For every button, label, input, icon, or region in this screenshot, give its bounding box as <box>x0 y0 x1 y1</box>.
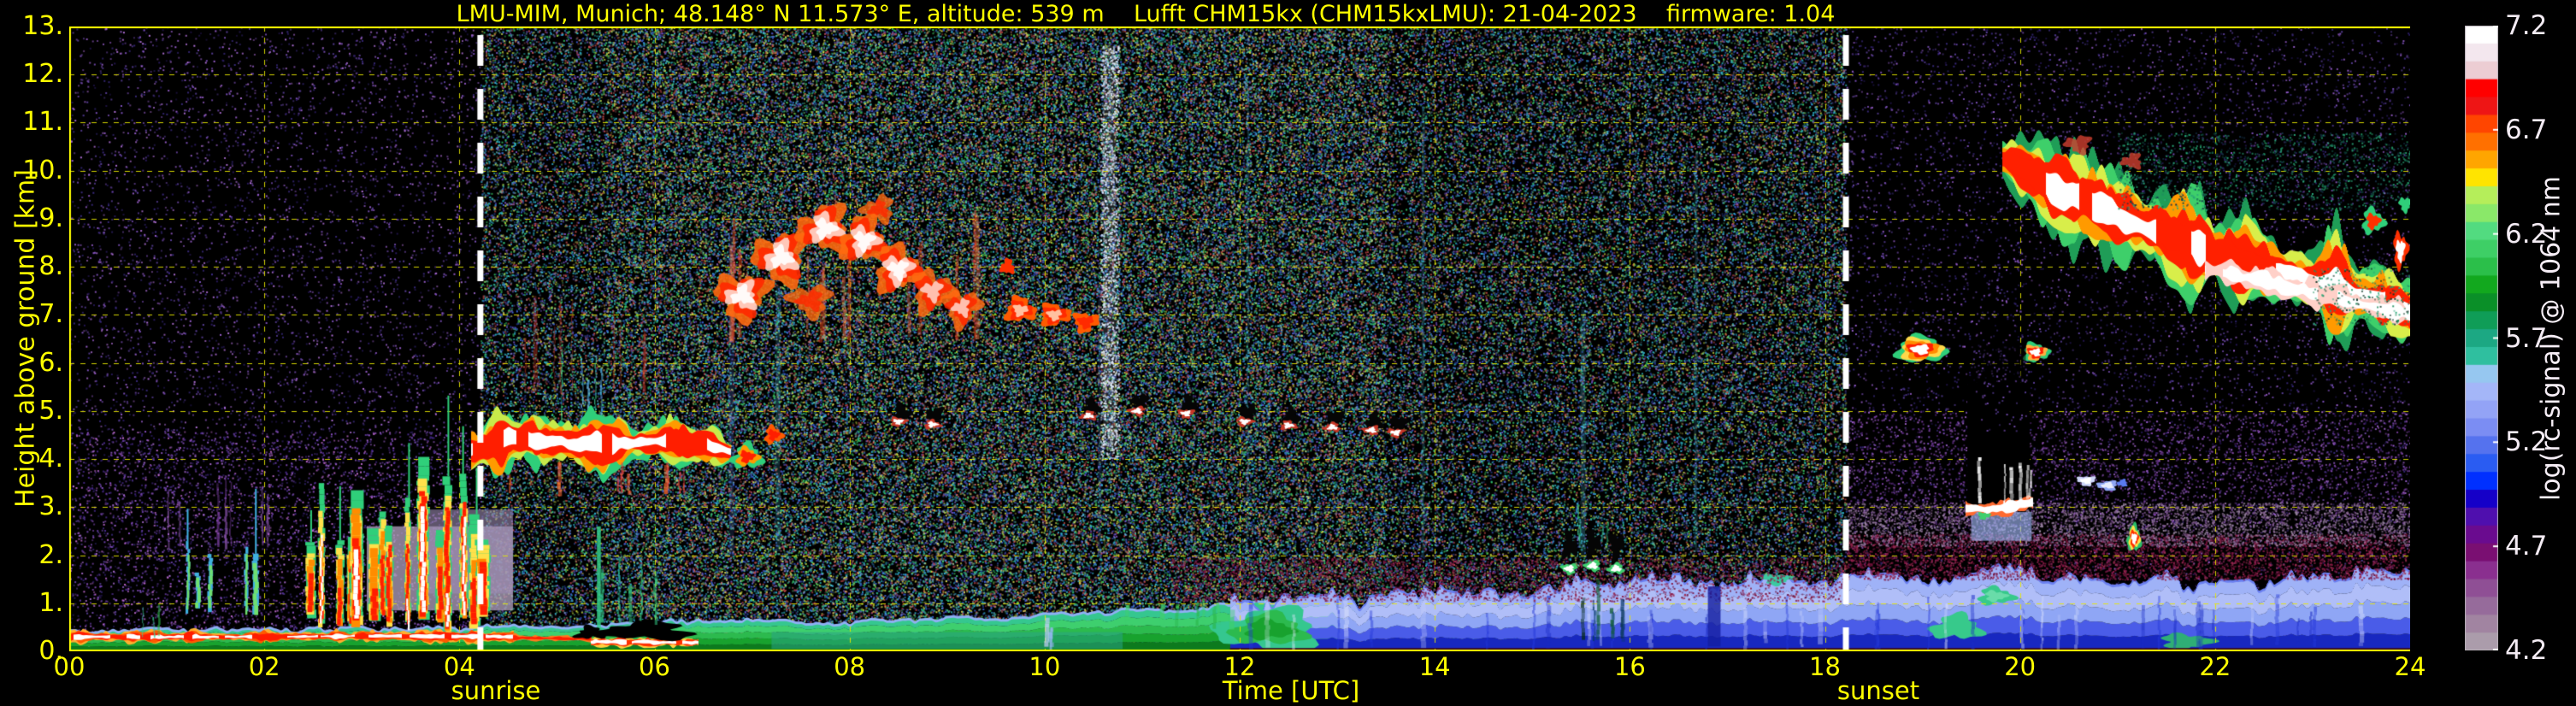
y-tick-label: 2. <box>38 539 63 570</box>
y-tick-label: 0. <box>38 636 63 666</box>
y-tick-label: 1. <box>38 587 63 618</box>
y-tick-label: 5. <box>38 395 63 426</box>
x-tick-label: 24 <box>2394 652 2426 681</box>
colorbar-tick-label: 5.2 <box>2505 427 2548 458</box>
x-tick-label: 20 <box>2004 652 2037 681</box>
x-tick-label: 12 <box>1223 652 1256 681</box>
y-tick-label: 13. <box>22 11 63 41</box>
y-tick-label: 12. <box>22 59 63 90</box>
page-title: LMU-MIM, Munich; 48.148° N 11.573° E, al… <box>456 1 1836 27</box>
colorbar <box>2465 26 2498 650</box>
x-tick-label: 02 <box>248 652 280 681</box>
colorbar-tick-label: 4.2 <box>2505 635 2548 666</box>
y-tick-label: 8. <box>38 251 63 282</box>
sunrise-label: sunrise <box>451 676 541 705</box>
x-axis-label: Time [UTC] <box>1222 676 1360 705</box>
x-tick-label: 10 <box>1029 652 1061 681</box>
y-tick-label: 4. <box>38 444 63 474</box>
x-tick-label: 00 <box>53 652 85 681</box>
x-tick-label: 08 <box>834 652 866 681</box>
y-tick-label: 11. <box>22 107 63 138</box>
colorbar-tick-label: 5.7 <box>2505 322 2548 354</box>
backscatter-plot-canvas <box>69 26 2410 651</box>
x-tick-label: 18 <box>1809 652 1841 681</box>
x-tick-label: 06 <box>639 652 670 681</box>
y-tick-label: 9. <box>38 203 63 233</box>
sunset-label: sunset <box>1836 676 1920 705</box>
y-tick-label: 10. <box>22 155 63 185</box>
colorbar-tick-label: 6.7 <box>2505 114 2548 145</box>
x-tick-label: 16 <box>1613 652 1646 681</box>
x-tick-label: 04 <box>443 652 475 681</box>
y-tick-label: 3. <box>38 491 63 522</box>
colorbar-tick-label: 4.7 <box>2505 531 2548 562</box>
x-tick-label: 14 <box>1418 652 1451 681</box>
colorbar-label: log(rc-signal) @ 1064 nm <box>2536 175 2567 502</box>
colorbar-tick-label: 7.2 <box>2505 10 2548 41</box>
x-tick-label: 22 <box>2199 652 2231 681</box>
y-tick-label: 7. <box>38 299 63 330</box>
y-tick-label: 6. <box>38 347 63 378</box>
colorbar-tick-label: 6.2 <box>2505 218 2548 250</box>
